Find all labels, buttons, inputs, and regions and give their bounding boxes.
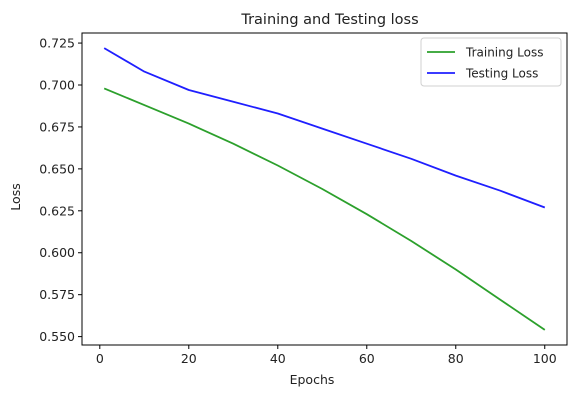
y-tick-label: 0.625 [39,203,75,218]
x-tick-label: 0 [96,351,104,366]
x-tick-label: 100 [533,351,557,366]
series-line-1 [103,47,546,209]
y-tick-label: 0.675 [39,119,75,134]
y-axis-label: Loss [8,183,23,210]
y-tick-label: 0.575 [39,287,75,302]
y-tick-label: 0.650 [39,161,75,176]
x-tick-label: 60 [359,351,375,366]
axes-frame [81,32,568,346]
x-tick-label: 40 [270,351,286,366]
x-tick-label: 80 [448,351,464,366]
legend: Training Loss Testing Loss [420,37,562,87]
y-axis-ticks: 0.550 0.575 0.600 0.625 0.650 0.675 0.700 0.725 [39,36,82,344]
chart-title: Training and Testing loss [240,12,418,28]
plot-area-border [81,32,568,346]
legend-box [420,37,562,87]
legend-label-1: Testing Loss [465,67,538,81]
y-tick-label: 0.725 [39,36,75,51]
x-axis-label: Epochs [290,372,335,387]
series-lines [103,47,546,331]
series-line-0 [103,87,546,331]
x-axis-ticks: 0 20 40 60 80 100 [96,345,557,366]
y-tick-label: 0.600 [39,245,75,260]
x-tick-label: 20 [181,351,197,366]
y-tick-label: 0.550 [39,329,75,344]
y-tick-label: 0.700 [39,78,75,93]
legend-label-0: Training Loss [465,46,543,60]
